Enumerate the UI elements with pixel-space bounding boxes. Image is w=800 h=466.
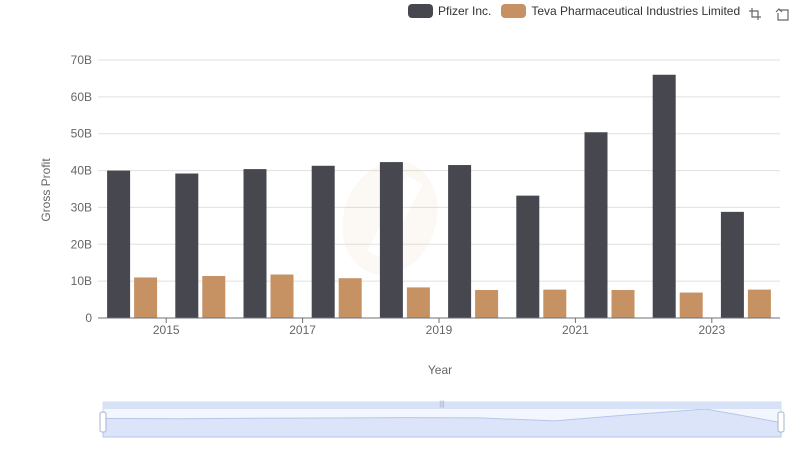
legend-label-teva: Teva Pharmaceutical Industries Limited bbox=[531, 4, 741, 18]
bar-teva-2016[interactable] bbox=[270, 274, 294, 318]
bars bbox=[107, 74, 771, 318]
legend: Pfizer Inc. Teva Pharmaceutical Industri… bbox=[408, 4, 750, 18]
zoom-handle-right[interactable] bbox=[777, 411, 785, 433]
toolbox bbox=[747, 6, 800, 22]
legend-item-pfizer[interactable]: Pfizer Inc. bbox=[408, 4, 491, 18]
bar-pfizer-2016[interactable] bbox=[243, 169, 267, 318]
restore-icon[interactable] bbox=[775, 6, 791, 22]
y-tick-label: 10B bbox=[71, 274, 92, 288]
y-tick-label: 20B bbox=[71, 237, 92, 251]
bar-teva-2014[interactable] bbox=[134, 277, 158, 318]
bar-teva-2022[interactable] bbox=[679, 292, 703, 318]
bar-teva-2018[interactable] bbox=[406, 287, 430, 318]
bar-teva-2020[interactable] bbox=[543, 289, 567, 318]
bar-teva-2021[interactable] bbox=[611, 289, 635, 318]
bar-teva-2019[interactable] bbox=[475, 289, 499, 318]
x-tick-label: 2021 bbox=[562, 323, 589, 337]
bar-pfizer-2022[interactable] bbox=[652, 74, 676, 318]
y-tick-label: 60B bbox=[71, 90, 92, 104]
x-tick-label: 2017 bbox=[289, 323, 316, 337]
bar-pfizer-2018[interactable] bbox=[379, 162, 403, 318]
data-zoom-slider[interactable]: ||| bbox=[99, 401, 785, 438]
y-tick-label: 50B bbox=[71, 127, 92, 141]
bar-pfizer-2021[interactable] bbox=[584, 132, 608, 318]
x-axis-ticks: 2015 2017 2019 2021 2023 bbox=[153, 318, 725, 337]
y-tick-label: 30B bbox=[71, 200, 92, 214]
y-tick-label: 70B bbox=[71, 53, 92, 67]
zoom-grip-icon[interactable]: ||| bbox=[439, 401, 445, 408]
bar-pfizer-2017[interactable] bbox=[311, 165, 335, 318]
bar-pfizer-2020[interactable] bbox=[516, 195, 540, 318]
bar-pfizer-2023[interactable] bbox=[720, 211, 744, 318]
legend-swatch-pfizer bbox=[408, 4, 433, 18]
y-axis-ticks: 0 10B 20B 30B 40B 50B 60B 70B bbox=[71, 53, 93, 325]
x-axis-label: Year bbox=[428, 363, 452, 377]
zoom-handle-left[interactable] bbox=[99, 411, 107, 433]
x-tick-label: 2019 bbox=[426, 323, 453, 337]
bar-teva-2015[interactable] bbox=[202, 275, 226, 318]
bar-teva-2023[interactable] bbox=[747, 289, 771, 318]
bar-pfizer-2015[interactable] bbox=[175, 173, 199, 318]
zoom-top-bar[interactable] bbox=[103, 402, 781, 409]
legend-item-teva[interactable]: Teva Pharmaceutical Industries Limited bbox=[501, 4, 740, 18]
y-tick-label: 40B bbox=[71, 164, 92, 178]
y-tick-label: 0 bbox=[85, 311, 92, 325]
bar-pfizer-2019[interactable] bbox=[448, 165, 472, 318]
legend-label-pfizer: Pfizer Inc. bbox=[438, 4, 492, 18]
legend-swatch-teva bbox=[501, 4, 527, 18]
bar-teva-2017[interactable] bbox=[338, 278, 362, 318]
y-axis-label: Gross Profit bbox=[39, 158, 53, 222]
x-tick-label: 2015 bbox=[153, 323, 180, 337]
bar-pfizer-2014[interactable] bbox=[107, 170, 131, 318]
grid bbox=[98, 59, 780, 282]
zoom-icon[interactable] bbox=[747, 6, 763, 22]
x-tick-label: 2023 bbox=[698, 323, 725, 337]
